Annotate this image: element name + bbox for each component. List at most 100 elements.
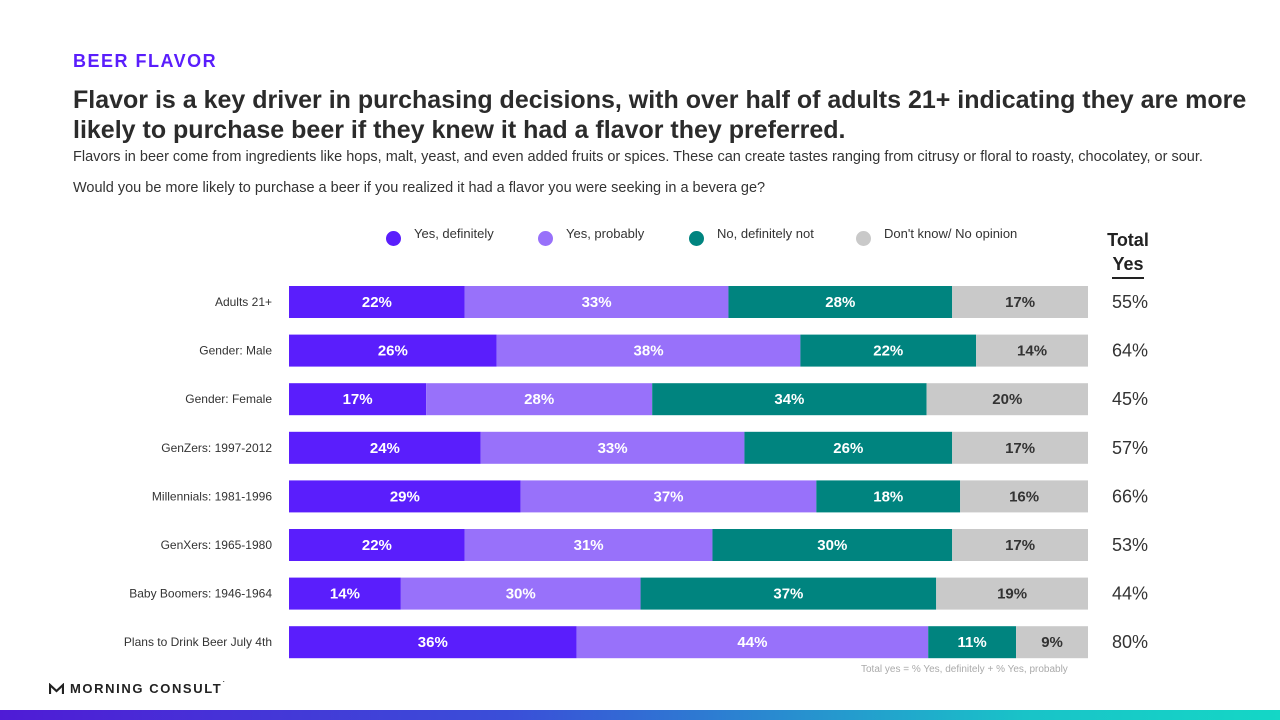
bar-segment-gender-male-yes-probably xyxy=(496,334,801,367)
bar-segment-baby-boomers-1946-1964-yes-probably xyxy=(400,577,641,610)
total-yes-value-baby-boomers-1946-1964: 44% xyxy=(1112,584,1148,604)
total-yes-value-plans-to-drink-beer-july-4th: 80% xyxy=(1112,632,1148,652)
data-label-gender-female-no-definitely-not: 34% xyxy=(774,391,804,408)
total-yes-value-genxers-1965-1980: 53% xyxy=(1112,535,1148,555)
data-label-genzers-1997-2012-yes-definitely: 24% xyxy=(370,440,400,457)
category-label-plans-to-drink-beer-july-4th: Plans to Drink Beer July 4th xyxy=(124,635,272,649)
logo-mark-dot: ˙ xyxy=(222,679,226,692)
data-label-baby-boomers-1946-1964-yes-definitely: 14% xyxy=(330,586,360,603)
legend-swatch-dont-know xyxy=(856,231,871,246)
legend-swatch-no-definitely-not xyxy=(689,231,704,246)
bar-segment-gender-female-no-definitely-not xyxy=(652,383,927,416)
data-label-gender-female-yes-definitely: 17% xyxy=(343,391,373,408)
category-label-gender-male: Gender: Male xyxy=(199,344,272,358)
bar-segment-gender-male-yes-definitely xyxy=(289,334,497,367)
data-label-adults-21-don-t-know-no-opinion: 17% xyxy=(1005,294,1035,311)
legend-swatch-yes-definitely xyxy=(386,231,401,246)
footnote: Total yes = % Yes, definitely + % Yes, p… xyxy=(861,664,1068,675)
bar-segment-genxers-1965-1980-yes-definitely xyxy=(289,529,465,561)
legend-label-yes-probably: Yes, probably xyxy=(566,226,645,241)
morning-consult-logo: MORNING CONSULT ˙ xyxy=(49,679,226,696)
data-label-adults-21-no-definitely-not: 28% xyxy=(825,294,855,311)
total-yes-header-line1: Total xyxy=(1107,230,1149,250)
bar-segment-adults-21-no-definitely-not xyxy=(728,286,953,318)
data-label-millennials-1981-1996-yes-definitely: 29% xyxy=(390,488,420,505)
category-label-gender-female: Gender: Female xyxy=(185,392,272,406)
bar-segment-adults-21-yes-probably xyxy=(464,286,729,318)
category-label-genzers-1997-2012: GenZers: 1997-2012 xyxy=(161,441,272,455)
data-label-millennials-1981-1996-no-definitely-not: 18% xyxy=(873,488,903,505)
data-label-genxers-1965-1980-yes-probably: 31% xyxy=(574,537,604,554)
data-label-genxers-1965-1980-don-t-know-no-opinion: 17% xyxy=(1005,537,1035,554)
total-yes-value-gender-female: 45% xyxy=(1112,389,1148,409)
data-label-gender-female-don-t-know-no-opinion: 20% xyxy=(992,391,1022,408)
data-label-genzers-1997-2012-don-t-know-no-opinion: 17% xyxy=(1005,440,1035,457)
bar-segment-plans-to-drink-beer-july-4th-no-definitely-not xyxy=(928,626,1017,659)
total-yes-value-gender-male: 64% xyxy=(1112,341,1148,361)
data-label-genxers-1965-1980-yes-definitely: 22% xyxy=(362,537,392,554)
bar-segment-gender-male-no-definitely-not xyxy=(800,334,977,367)
data-label-plans-to-drink-beer-july-4th-don-t-know-no-opinion: 9% xyxy=(1041,634,1063,651)
legend-item-no-definitely-not: No, definitely not xyxy=(689,226,814,246)
bar-segment-genzers-1997-2012-yes-probably xyxy=(480,431,745,464)
total-yes-header-line2: Yes xyxy=(1112,252,1144,279)
data-label-genzers-1997-2012-no-definitely-not: 26% xyxy=(833,440,863,457)
bar-segment-gender-female-yes-probably xyxy=(426,383,653,416)
bar-segment-millennials-1981-1996-yes-definitely xyxy=(289,480,521,513)
bar-segment-genzers-1997-2012-no-definitely-not xyxy=(744,431,953,464)
brand-gradient-bar xyxy=(0,710,1280,720)
data-label-gender-female-yes-probably: 28% xyxy=(524,391,554,408)
logo-text: MORNING CONSULT xyxy=(70,681,223,696)
legend-item-yes-definitely: Yes, definitely xyxy=(386,226,494,246)
bar-segment-gender-female-yes-definitely xyxy=(289,383,427,416)
legend-label-dont-know: Don't know/ No opinion xyxy=(884,226,1018,241)
legend-label-no-definitely-not: No, definitely not xyxy=(717,226,814,241)
data-label-baby-boomers-1946-1964-don-t-know-no-opinion: 19% xyxy=(997,586,1027,603)
bar-segment-genzers-1997-2012-don-t-know-no-opinion xyxy=(952,431,1088,464)
category-label-adults-21: Adults 21+ xyxy=(215,295,272,309)
category-label-genxers-1965-1980: GenXers: 1965-1980 xyxy=(161,538,273,552)
total-yes-value-adults-21: 55% xyxy=(1112,292,1148,312)
bar-segment-baby-boomers-1946-1964-no-definitely-not xyxy=(640,577,937,610)
eyebrow-label: BEER FLAVOR xyxy=(73,51,218,71)
bar-segment-millennials-1981-1996-don-t-know-no-opinion xyxy=(960,480,1088,513)
data-label-plans-to-drink-beer-july-4th-yes-probably: 44% xyxy=(737,634,767,651)
bar-segment-baby-boomers-1946-1964-yes-definitely xyxy=(289,577,401,610)
data-label-gender-male-don-t-know-no-opinion: 14% xyxy=(1017,343,1047,360)
legend-item-dont-know: Don't know/ No opinion xyxy=(856,226,1017,246)
bar-segment-plans-to-drink-beer-july-4th-yes-definitely xyxy=(289,626,577,659)
page-title: Flavor is a key driver in purchasing dec… xyxy=(73,86,1247,144)
category-label-baby-boomers-1946-1964: Baby Boomers: 1946-1964 xyxy=(129,587,272,601)
data-label-gender-male-yes-probably: 38% xyxy=(634,343,664,360)
data-label-baby-boomers-1946-1964-no-definitely-not: 37% xyxy=(773,586,803,603)
bar-segment-gender-male-don-t-know-no-opinion xyxy=(976,334,1088,367)
bar-segment-adults-21-yes-definitely xyxy=(289,286,465,318)
bar-segment-plans-to-drink-beer-july-4th-yes-probably xyxy=(576,626,929,659)
legend-label-yes-definitely: Yes, definitely xyxy=(414,226,494,241)
data-label-plans-to-drink-beer-july-4th-yes-definitely: 36% xyxy=(418,634,448,651)
bar-segment-genzers-1997-2012-yes-definitely xyxy=(289,431,481,464)
bar-segment-genxers-1965-1980-no-definitely-not xyxy=(712,529,953,561)
bar-segment-genxers-1965-1980-yes-probably xyxy=(464,529,713,561)
bar-segment-baby-boomers-1946-1964-don-t-know-no-opinion xyxy=(936,577,1088,610)
bar-segment-millennials-1981-1996-yes-probably xyxy=(520,480,817,513)
data-label-millennials-1981-1996-yes-probably: 37% xyxy=(654,488,684,505)
bar-segment-millennials-1981-1996-no-definitely-not xyxy=(816,480,961,513)
legend-swatch-yes-probably xyxy=(538,231,553,246)
bar-segment-adults-21-don-t-know-no-opinion xyxy=(952,286,1088,318)
data-label-millennials-1981-1996-don-t-know-no-opinion: 16% xyxy=(1009,488,1039,505)
data-label-adults-21-yes-probably: 33% xyxy=(582,294,612,311)
data-label-gender-male-yes-definitely: 26% xyxy=(378,343,408,360)
category-label-millennials-1981-1996: Millennials: 1981-1996 xyxy=(152,489,272,503)
data-label-gender-male-no-definitely-not: 22% xyxy=(873,343,903,360)
data-label-genzers-1997-2012-yes-probably: 33% xyxy=(598,440,628,457)
data-label-genxers-1965-1980-no-definitely-not: 30% xyxy=(817,537,847,554)
data-label-adults-21-yes-definitely: 22% xyxy=(362,294,392,311)
total-yes-value-genzers-1997-2012: 57% xyxy=(1112,438,1148,458)
data-label-plans-to-drink-beer-july-4th-no-definitely-not: 11% xyxy=(958,634,987,651)
bar-segment-plans-to-drink-beer-july-4th-don-t-know-no-opinion xyxy=(1016,626,1088,659)
total-yes-header: Total Yes xyxy=(1100,228,1156,279)
legend-item-yes-probably: Yes, probably xyxy=(538,226,644,246)
chart-legend: Yes, definitely Yes, probably No, defini… xyxy=(0,226,1280,250)
